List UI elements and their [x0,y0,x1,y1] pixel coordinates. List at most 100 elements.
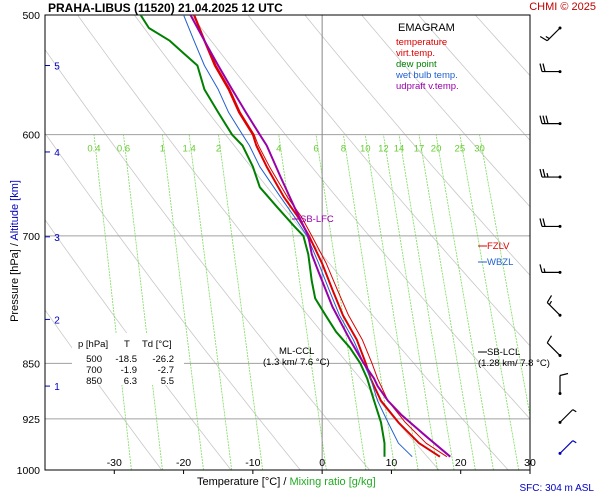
mixing-ratio-label: 2 [216,144,221,155]
credit-text: CHMI © 2025 [529,1,596,13]
mixing-ratio-line [218,134,264,470]
plot-frame [44,14,531,471]
mixing-ratio-line [278,134,327,470]
mixing-ratio-label: 10 [360,144,371,155]
dry-adiabat [134,15,509,470]
table-cell: 5.5 [161,376,174,387]
table-header-t: T [124,339,130,350]
mixing-ratio-label: 17 [414,144,425,155]
dry-adiabat [304,15,530,276]
x-tick-label: 10 [386,457,398,469]
x-axis-label: Temperature [°C] / Mixing ratio [g/kg] [197,476,376,488]
mixing-ratio-line [315,134,367,470]
wind-barbs [539,26,577,455]
table-cell: 850 [86,376,102,387]
table-cell: -18.5 [115,354,137,365]
annotations: SB-LFC FZLV WBZL ML-CCL (1.3 km/ 7.6 °C)… [263,214,550,369]
legend-item-virt-temp: virt.temp. [396,48,435,59]
wind-barb [558,409,577,424]
altitude-tick-label: 5 [54,62,60,73]
mixing-ratio-label: 4 [276,144,281,155]
series-line-virt-temp- [194,15,448,458]
surface-elevation: SFC: 304 m ASL [519,483,594,494]
mixing-ratio-line [435,134,494,470]
y-axis-label-pressure: Pressure [hPa] [8,249,21,322]
y-axis-label-altitude: Altitude [km] [8,180,21,241]
y-tick-label: 700 [22,231,40,243]
mixing-ratio-line [479,134,530,419]
y-tick-label: 850 [22,358,40,370]
mixing-ratio-label: 1.4 [183,144,196,155]
x-axis-label-temp: Temperature [°C] [197,476,281,488]
x-axis-label-mix: Mixing ratio [g/kg] [289,476,376,488]
wind-barb [558,440,577,455]
dry-adiabat [247,15,530,347]
mixing-ratio-label: 12 [378,144,389,155]
altitude-tick-label: 4 [54,148,60,159]
mixing-ratio-line [343,134,396,470]
wind-barb [539,168,562,179]
y-tick-label: 1000 [17,465,41,477]
sb-lcl-values: (1.28 km/ 7.8 °C) [478,358,550,369]
x-axis-label-sep: / [280,476,290,488]
wind-barb [539,264,562,274]
x-tick-label: -10 [245,457,260,469]
mixing-ratio-line [93,134,132,470]
mixing-ratio-label: 30 [474,144,485,155]
mixing-ratio-label: 0.6 [117,144,130,155]
grid-layer [45,15,600,470]
axes-layer: 0.4 0.6 1 1.4 2 4 6 8 10 12 14 17 20 25 30500600700850… [17,10,536,477]
legend-item-wet-bulb: wet bulb temp. [395,70,458,81]
wind-barb [558,372,569,396]
wind-barb [539,115,562,126]
fzlv-label: FZLV [487,241,510,252]
x-tick-label: 20 [455,457,467,469]
y-axis-label: Pressure [hPa] / Altitude [km] [9,180,21,322]
chart-title: PRAHA-LIBUS (11520) 21.04.2025 12 UTC [48,1,283,15]
series-line-wet-bulb-temp- [183,15,413,458]
wind-barb [539,26,562,42]
legend: EMAGRAM temperature virt.temp. dew point… [395,22,459,92]
altitude-tick-label: 3 [54,233,60,244]
dry-adiabat [45,132,301,470]
dry-adiabat [589,15,600,470]
dry-adiabat [418,15,530,141]
mixing-ratio-label: 1 [160,144,165,155]
x-tick-label: -30 [107,457,122,469]
y-tick-label: 925 [22,414,40,426]
mixing-ratio-label: 8 [341,144,346,155]
dry-adiabat [45,48,370,470]
sb-lcl-label: SB-LCL [487,347,520,358]
dry-adiabat [45,219,232,470]
mixing-ratio-line [398,134,455,470]
altitude-tick-label: 2 [54,315,60,326]
altitude-tick-label: 1 [54,382,60,393]
mixing-ratio-label: 25 [455,144,466,155]
mixing-ratio-line [123,134,163,470]
dry-adiabat [361,15,530,208]
table-cell: -26.2 [152,354,174,365]
mixing-ratio-line [364,134,419,470]
wind-barb [539,63,562,74]
table-cell: 6.3 [124,376,137,387]
wind-barb [539,218,562,228]
series-line-dew-point [139,15,386,457]
mixing-ratio-label: 0.4 [87,144,100,155]
legend-item-dew-point: dew point [396,59,437,70]
dry-adiabat [532,15,600,470]
mixing-ratio-line [383,134,438,470]
levels-table: p [hPa] T Td [°C] 500 -18.5 -26.2 700 -1… [72,333,184,387]
wbzl-label: WBZL [487,257,513,268]
table-cell: 700 [86,365,102,376]
mixing-ratio-line [188,134,233,470]
table-cell: 500 [86,354,102,365]
wind-barb [546,335,562,358]
mixing-ratio-label: 6 [313,144,318,155]
ml-ccl-values: (1.3 km/ 7.6 °C) [263,357,330,368]
mixing-ratio-label: 20 [431,144,442,155]
series-line-udpraft-v-temp- [189,15,451,458]
sb-lfc-label: SB-LFC [300,214,334,225]
y-tick-label: 600 [22,130,40,142]
table-cell: -1.9 [121,365,137,376]
